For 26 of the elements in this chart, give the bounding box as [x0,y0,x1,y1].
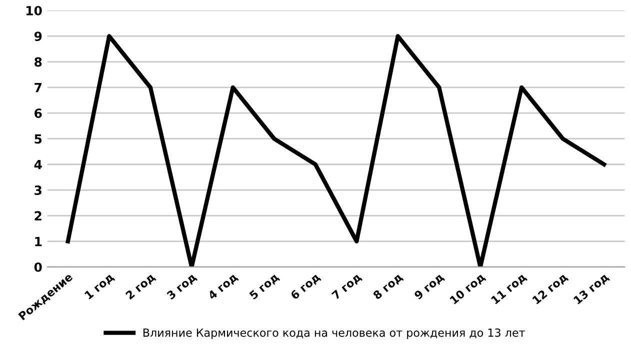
y-tick-label: 2 [34,211,42,220]
x-tick-label: 11 год [490,272,528,306]
x-tick-label: 6 год [290,272,322,301]
y-tick-label: 10 [26,6,42,16]
x-tick-label: 9 год [414,272,446,301]
y-tick-label: 7 [34,83,42,92]
y-tick-label: 1 [35,236,42,246]
x-tick-label: 13 год [573,272,610,306]
y-tick-label: 4 [34,160,42,170]
y-tick-label: 6 [34,108,42,118]
y-tick-label: 0 [34,262,42,272]
x-tick-label: 12 год [532,272,569,306]
x-tick-label: 8 год [372,272,404,301]
line-series [66,34,606,267]
x-tick-label: 1 год [84,272,116,301]
x-tick-label: 4 год [207,272,239,302]
x-tick-label: 7 год [331,272,363,301]
x-tick-label: 5 год [248,272,280,301]
y-tick-label: 5 [34,134,42,144]
x-tick-label: 10 год [449,272,486,306]
x-tick-label: 3 год [166,272,198,301]
y-tick-label: 3 [34,186,42,195]
x-tick-label: 2 год [125,272,156,301]
legend-label: Влияние Кармического кода на человека от рождения до 13 лет [143,328,525,339]
y-tick-label: 8 [34,57,42,67]
y-tick-label: 9 [34,32,42,42]
